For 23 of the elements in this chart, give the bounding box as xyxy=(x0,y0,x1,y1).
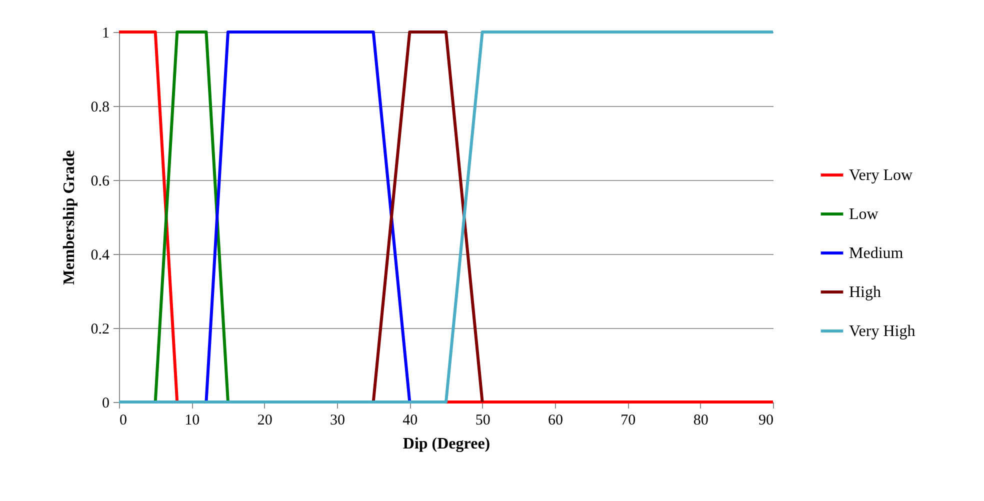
x-tick-label: 10 xyxy=(184,412,200,428)
legend-label: Low xyxy=(849,206,879,223)
legend-label: Very Low xyxy=(849,167,913,184)
x-tick-label: 60 xyxy=(548,412,563,428)
legend-label: Very High xyxy=(849,323,916,340)
x-tick-label: 40 xyxy=(402,412,418,428)
x-tick-label: 50 xyxy=(475,412,490,428)
x-tick-label: 30 xyxy=(330,412,345,428)
x-tick-label: 0 xyxy=(120,412,127,428)
y-tick-label: 0.4 xyxy=(90,248,110,264)
y-tick-label: 0.6 xyxy=(90,174,110,190)
x-tick-label: 70 xyxy=(620,412,636,428)
x-axis-title: Dip (Degree) xyxy=(402,436,490,452)
y-tick-label: 0.2 xyxy=(90,322,110,338)
y-tick-label: 0.8 xyxy=(90,100,110,116)
x-tick-label: 90 xyxy=(758,412,774,428)
legend-label: High xyxy=(849,284,881,301)
y-axis-title: Membership Grade xyxy=(60,150,78,285)
legend-label: Medium xyxy=(849,245,904,262)
y-tick-label: 1 xyxy=(102,26,110,42)
y-tick-label: 0 xyxy=(102,396,110,412)
x-tick-label: 20 xyxy=(257,412,272,428)
x-tick-label: 80 xyxy=(693,412,708,428)
